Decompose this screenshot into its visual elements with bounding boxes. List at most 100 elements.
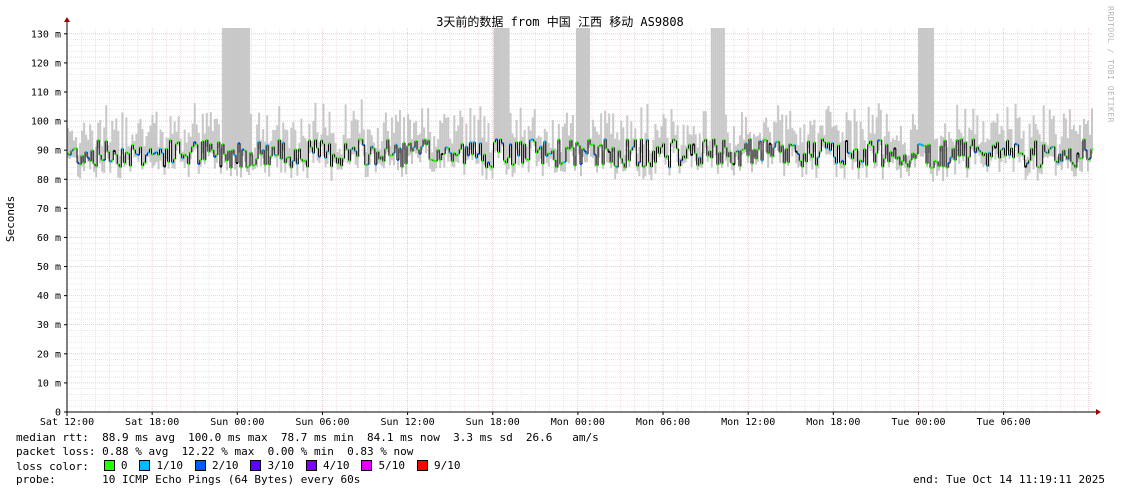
smoke-bar [527, 126, 530, 173]
smoke-bar [463, 149, 466, 175]
smoke-bar [958, 129, 961, 164]
smoke-bar [940, 135, 943, 152]
smoke-bar [394, 114, 397, 149]
smoke-bar [827, 105, 830, 154]
smoke-bar [413, 122, 416, 152]
smoke-bar [155, 111, 158, 163]
smoke-bar [885, 113, 888, 156]
smoke-bar [85, 134, 88, 157]
smoke-bar [586, 28, 589, 163]
smoke-bar [590, 138, 593, 157]
smoke-bar [396, 121, 399, 171]
smoke-bar [879, 109, 882, 146]
smoke-bar [652, 140, 655, 160]
y-axis-label: Seconds [4, 196, 17, 242]
smoke-bar [821, 125, 824, 147]
smoke-bar [839, 142, 842, 169]
smoke-bar [907, 154, 910, 177]
smoke-bar [730, 152, 733, 171]
smoke-bar [272, 129, 275, 151]
smoke-bar [205, 112, 208, 147]
smoke-bar [139, 118, 142, 154]
smoke-bar [244, 28, 247, 162]
smoke-bar [771, 143, 774, 165]
smoke-bar [455, 131, 458, 162]
legend-item: 2/10 [194, 459, 239, 472]
smoke-bar [897, 140, 900, 170]
legend-swatch [361, 460, 373, 471]
smoke-bar [109, 142, 112, 173]
smoke-bar [406, 113, 409, 157]
smoke-bar [767, 127, 770, 168]
smoke-bar [624, 155, 627, 172]
smoke-bar [221, 28, 224, 154]
legend-item-label: 5/10 [378, 459, 405, 472]
smoke-bar [1002, 129, 1005, 158]
smoke-bar [966, 140, 969, 178]
smoke-bar [1076, 133, 1079, 163]
smoke-bar [843, 140, 846, 179]
smoke-bar [992, 120, 995, 150]
x-tick-label: Mon 06:00 [636, 417, 690, 428]
smoke-bar [982, 121, 985, 167]
smoke-bar [877, 103, 880, 151]
smoke-bar [1006, 106, 1009, 151]
smoke-bar [700, 152, 703, 169]
smoke-bar [153, 123, 156, 166]
smoke-bar [580, 28, 583, 177]
smoke-bar [819, 125, 822, 155]
smoke-bar [1082, 118, 1085, 152]
smoke-bar [175, 131, 178, 151]
smoke-bar [753, 133, 756, 158]
smoke-bar [628, 140, 631, 168]
smoke-bar [481, 137, 484, 176]
smoke-bar [930, 28, 933, 175]
smoke-bar [477, 119, 480, 164]
smoke-bar [658, 137, 661, 158]
smoke-bar [801, 142, 804, 177]
smoke-bar [441, 122, 444, 161]
smoke-bar [79, 143, 82, 179]
x-tick-label: Sun 06:00 [295, 417, 349, 428]
smoke-bar [312, 120, 315, 163]
smoke-bar [547, 142, 550, 167]
smoke-bar [227, 28, 230, 160]
smoke-bar [640, 107, 643, 153]
legend-item: 1/10 [139, 459, 183, 472]
legend-item-label: 4/10 [322, 459, 350, 472]
smoke-bar [404, 147, 407, 175]
smoke-bar [449, 139, 452, 157]
smoke-bar [211, 130, 214, 155]
smoke-bar [561, 126, 564, 172]
smoke-bar [209, 112, 212, 153]
smoke-bar [187, 132, 190, 178]
smoke-bar [859, 121, 862, 166]
smoke-bar [702, 111, 705, 154]
smoke-bar [340, 154, 343, 170]
smoke-bar [215, 118, 218, 163]
smoke-bar [913, 124, 916, 168]
smoke-bar [849, 120, 852, 160]
smoke-bar [479, 106, 482, 156]
smoke-bar [1034, 123, 1037, 149]
smoke-bar [334, 142, 337, 164]
smoke-bar [1066, 138, 1069, 169]
smoke-bar [672, 121, 675, 153]
smoke-bar [429, 132, 432, 169]
smoke-bar [787, 129, 790, 167]
smoke-bar [409, 119, 412, 156]
y-tick-label: 10 m [37, 378, 61, 389]
legend-item-label: 2/10 [211, 459, 239, 472]
smoke-bar [248, 28, 251, 175]
smoke-bar [469, 107, 472, 150]
smoke-bar [197, 132, 200, 174]
smoke-bar [829, 111, 832, 155]
smoke-bar [1070, 129, 1073, 172]
smoke-bar [354, 119, 357, 165]
smoke-bar [1024, 159, 1027, 181]
smoke-bar [380, 141, 383, 167]
smoke-bar [1022, 130, 1025, 161]
smoke-bar [934, 139, 937, 165]
smoke-bar [1000, 125, 1003, 162]
smoke-bar [775, 122, 778, 147]
